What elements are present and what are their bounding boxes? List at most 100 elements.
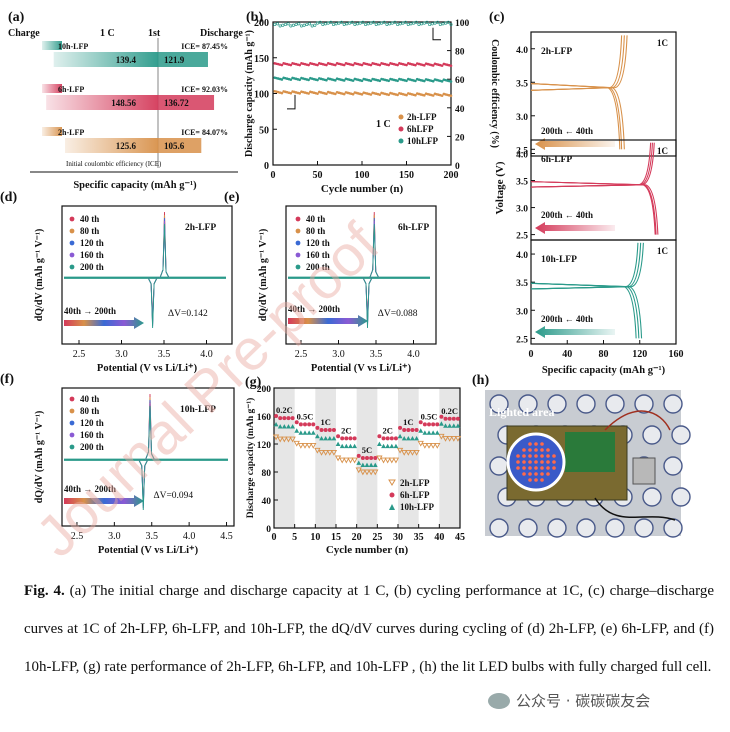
x-tick-label: 40 [434, 532, 444, 543]
x-tick-label: 10 [310, 532, 320, 543]
efficiency-point [417, 22, 421, 27]
efficiency-point [441, 22, 445, 26]
y-tick-label: 2.5 [516, 335, 528, 345]
led-bulb [516, 466, 520, 470]
legend-label: 2h-LFP [407, 112, 437, 122]
rate-point [303, 422, 307, 427]
capacity-point [423, 79, 426, 83]
efficiency-point [326, 21, 330, 25]
led-bulb [540, 448, 544, 452]
rate-point [285, 436, 292, 443]
subplot-rate: 1C [657, 146, 668, 156]
panel-g: (g) 0 5 10 15 20 25 30 35 40 45 0 40 80 120 160 200 Cycle… [245, 375, 465, 556]
name-swatch [42, 84, 62, 93]
capacity-point [289, 63, 293, 67]
y-tick-label: 200 [254, 18, 269, 29]
rate-point [446, 435, 453, 442]
fabric-logo [642, 425, 662, 445]
fabric-logo [547, 518, 567, 538]
capacity-point [334, 63, 337, 67]
rate-point [431, 422, 436, 427]
efficiency-point [433, 21, 437, 25]
efficiency-point [355, 22, 360, 26]
rate-point [318, 449, 325, 456]
efficiency-point [299, 24, 304, 28]
capacity-point [431, 79, 435, 83]
x-tick-label: 40 [562, 349, 572, 360]
efficiency-point [337, 21, 341, 25]
y-tick-label: 3.0 [516, 205, 528, 215]
rate-point [381, 436, 386, 441]
delta-v: ΔV=0.142 [168, 309, 208, 319]
led-bulb [534, 448, 538, 452]
subplot-rate: 1C [657, 246, 668, 256]
fabric-logo [634, 394, 654, 414]
rate-point [360, 462, 366, 467]
fabric-logo [605, 518, 625, 538]
legend-marker [398, 126, 404, 132]
panel-e: (e) 2.5 3.0 3.5 4.0 Potential (V vs Li/Li⁺) dQ… [224, 190, 437, 374]
led-bulb [516, 460, 520, 464]
capacity-point [440, 64, 444, 67]
efficiency-point [385, 22, 389, 27]
rate-point [277, 436, 284, 443]
rate-point [377, 434, 382, 439]
subplot-name: 6h-LFP [541, 155, 572, 165]
rate-point [421, 442, 429, 449]
rate-point [359, 469, 367, 476]
efficiency-point [382, 20, 386, 24]
efficiency-point [307, 22, 312, 26]
y-tick-label: 150 [254, 54, 269, 65]
charge-value: 148.56 [111, 98, 136, 108]
fabric-logo [663, 518, 683, 538]
capacity-point [396, 79, 399, 83]
charge-bar [46, 95, 158, 110]
discharge-bar [158, 138, 202, 153]
x-tick-label: 45 [455, 532, 465, 543]
efficiency-point [374, 22, 378, 27]
rate-point [409, 449, 416, 456]
panel-label-h: (h) [472, 373, 489, 388]
efficiency-point [345, 22, 349, 26]
x-tick-label: 3.5 [158, 349, 171, 360]
rate-point [363, 469, 371, 476]
y-tick-label: 100 [254, 90, 269, 101]
efficiency-point [273, 22, 277, 27]
efficiency-point [347, 21, 352, 25]
rate-point [282, 416, 287, 421]
legend-marker [388, 479, 396, 486]
led-bulb [528, 466, 532, 470]
charge-curve [530, 242, 639, 290]
rate-point [340, 436, 345, 441]
plot-frame [273, 387, 461, 529]
fabric-logo [671, 487, 691, 507]
x-tick-label: 3.0 [115, 349, 128, 360]
rate-point [344, 436, 349, 441]
rate-point [398, 425, 403, 430]
efficiency-point [289, 24, 293, 28]
legend-label: 6hLFP [407, 124, 434, 134]
x-tick-label: 2.5 [71, 531, 84, 542]
rate-point [352, 443, 357, 449]
x-tick-label: 0 [529, 349, 534, 360]
charge-bar [65, 138, 158, 153]
discharge-value: 121.9 [164, 55, 185, 65]
efficiency-point [422, 21, 426, 25]
charge-bar [53, 52, 158, 67]
wire [594, 497, 676, 521]
row-name: 10h-LFP [58, 42, 88, 51]
capacity-point [298, 92, 302, 95]
rate-point [388, 457, 395, 464]
panel-b: (b)0 50 100 150 200050100150200020406080100C… [244, 10, 500, 195]
led-bulb [546, 466, 550, 470]
rate-point [418, 428, 424, 433]
legend-marker [69, 420, 75, 426]
rate-point [393, 443, 399, 449]
efficiency-point [329, 20, 333, 24]
efficiency-point [291, 23, 296, 27]
rate-point [290, 416, 295, 421]
rate-point [286, 424, 291, 429]
x-tick-label: 3.0 [332, 349, 345, 360]
efficiency-point [358, 21, 362, 25]
rate-point [435, 422, 440, 427]
